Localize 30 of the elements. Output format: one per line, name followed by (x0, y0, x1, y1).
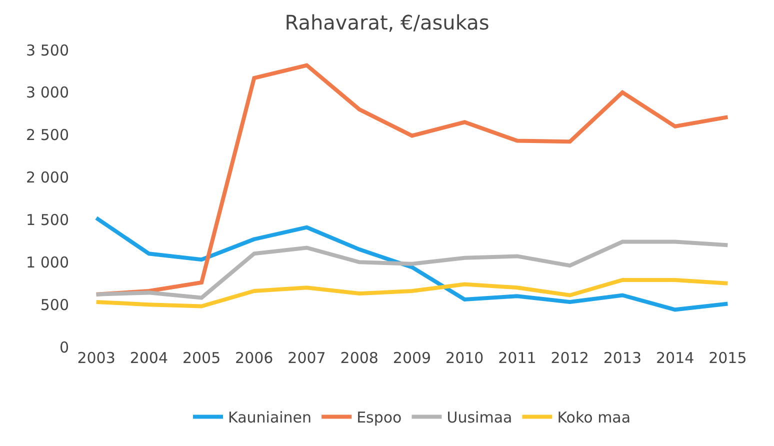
x-tick-label: 2006 (235, 349, 274, 367)
x-tick-label: 2015 (708, 349, 747, 367)
y-tick-label: 2 500 (26, 126, 69, 144)
legend-label: Uusimaa (446, 408, 512, 427)
x-tick-label: 2010 (446, 349, 484, 367)
line-series (94, 278, 730, 308)
x-tick-label: 2009 (392, 349, 432, 367)
legend-label: Kauniainen (228, 408, 312, 427)
x-tick-label: 2008 (340, 349, 378, 367)
x-tick-label: 2013 (603, 349, 642, 367)
x-tick-label: 2014 (656, 349, 694, 367)
legend-label: Espoo (356, 408, 402, 427)
x-tick-label: 2011 (498, 349, 536, 367)
y-tick-label: 0 (59, 338, 69, 356)
y-tick-label: 3 500 (26, 41, 69, 60)
y-tick-label: 1 500 (26, 210, 69, 229)
x-tick-label: 2007 (288, 349, 326, 367)
line-series (94, 216, 730, 312)
y-tick-label: 1 000 (26, 253, 69, 272)
legend-label: Koko maa (557, 408, 631, 427)
line-series (94, 63, 730, 296)
x-tick-label: 2012 (550, 349, 589, 367)
line-series (94, 240, 730, 300)
x-tick-label: 2003 (77, 349, 116, 367)
y-tick-label: 2 000 (26, 168, 69, 187)
y-tick-label: 3 000 (26, 84, 69, 102)
x-tick-label: 2005 (182, 349, 221, 367)
y-tick-label: 500 (40, 296, 69, 314)
chart-title: Rahavarat, €/asukas (284, 10, 490, 35)
x-tick-label: 2004 (130, 349, 168, 367)
